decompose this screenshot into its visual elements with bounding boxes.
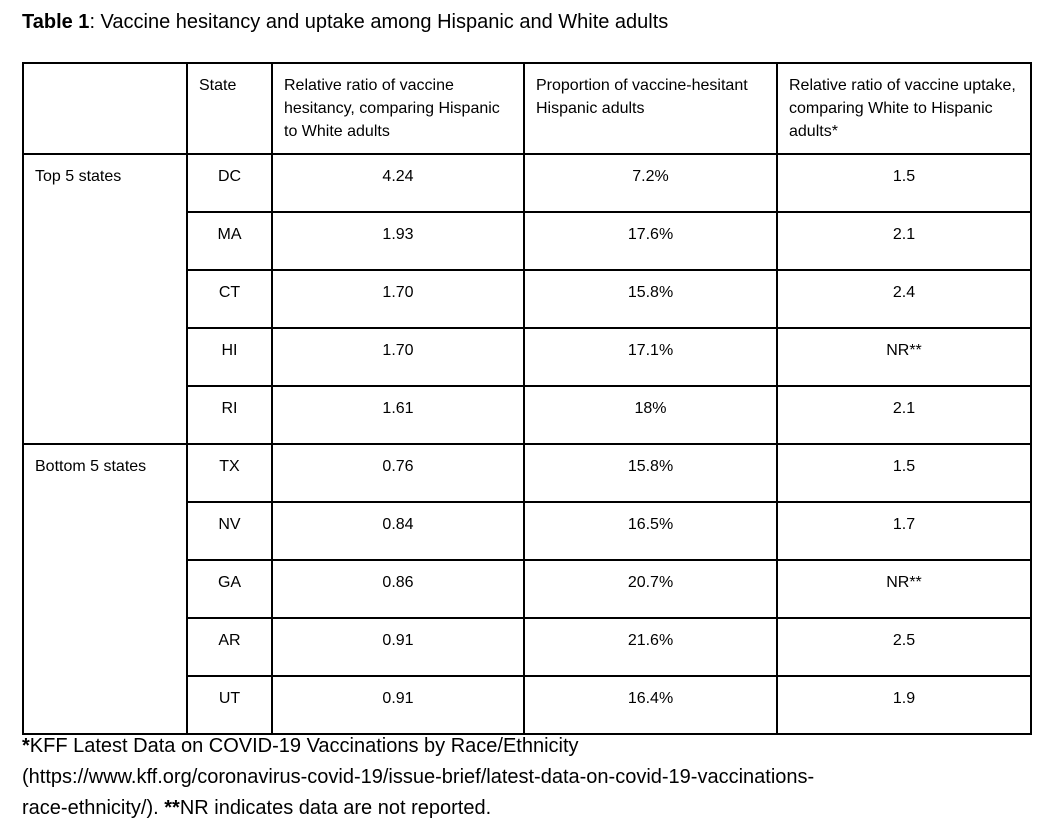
table-row: CT 1.70 15.8% 2.4: [23, 269, 1032, 329]
hesitant-proportion-cell: 20.7%: [523, 559, 778, 619]
footnote-url-end-text: race-ethnicity/).: [22, 797, 165, 819]
footnote-source-text: KFF Latest Data on COVID-19 Vaccinations…: [29, 735, 579, 757]
uptake-ratio-cell: 1.7: [776, 501, 1032, 561]
table-title-text: : Vaccine hesitancy and uptake among His…: [89, 11, 669, 33]
hesitant-proportion-cell: 7.2%: [523, 153, 778, 213]
uptake-ratio-cell: NR**: [776, 327, 1032, 387]
table-row: AR 0.91 21.6% 2.5: [23, 617, 1032, 677]
uptake-ratio-cell: 1.9: [776, 675, 1032, 735]
header-cell-uptake-ratio: Relative ratio of vaccine uptake, compar…: [776, 62, 1032, 155]
state-cell: RI: [186, 385, 273, 445]
state-cell: GA: [186, 559, 273, 619]
table-row: RI 1.61 18% 2.1: [23, 385, 1032, 445]
hesitant-proportion-cell: 16.4%: [523, 675, 778, 735]
hesitant-proportion-cell: 16.5%: [523, 501, 778, 561]
footnote-double-asterisk: **: [164, 797, 180, 819]
hesitant-proportion-cell: 17.1%: [523, 327, 778, 387]
table-title-label: Table 1: [22, 11, 90, 33]
hesitancy-ratio-cell: 0.91: [271, 617, 525, 677]
table-row: HI 1.70 17.1% NR**: [23, 327, 1032, 387]
hesitancy-ratio-cell: 1.70: [271, 327, 525, 387]
state-cell: DC: [186, 153, 273, 213]
footnote-nr-text: NR indicates data are not reported.: [179, 797, 492, 819]
uptake-ratio-cell: 2.1: [776, 211, 1032, 271]
footnote-url-text: (https://www.kff.org/coronavirus-covid-1…: [22, 766, 815, 788]
group-label-cell-bottom5: Bottom 5 states: [22, 443, 188, 735]
uptake-ratio-cell: 2.4: [776, 269, 1032, 329]
header-cell-hesitancy-ratio: Relative ratio of vaccine hesitancy, com…: [271, 62, 525, 155]
group-label-cell-top5: Top 5 states: [22, 153, 188, 445]
table-row: MA 1.93 17.6% 2.1: [23, 211, 1032, 271]
hesitant-proportion-cell: 18%: [523, 385, 778, 445]
hesitancy-ratio-cell: 1.93: [271, 211, 525, 271]
hesitant-proportion-cell: 15.8%: [523, 269, 778, 329]
table-row: GA 0.86 20.7% NR**: [23, 559, 1032, 619]
header-cell-empty: [22, 62, 188, 155]
uptake-ratio-cell: 2.1: [776, 385, 1032, 445]
state-cell: TX: [186, 443, 273, 503]
hesitant-proportion-cell: 15.8%: [523, 443, 778, 503]
hesitancy-ratio-cell: 1.61: [271, 385, 525, 445]
state-cell: AR: [186, 617, 273, 677]
hesitant-proportion-cell: 21.6%: [523, 617, 778, 677]
state-cell: NV: [186, 501, 273, 561]
hesitancy-ratio-cell: 1.70: [271, 269, 525, 329]
hesitancy-ratio-cell: 4.24: [271, 153, 525, 213]
hesitancy-ratio-cell: 0.91: [271, 675, 525, 735]
table-footnote: *KFF Latest Data on COVID-19 Vaccination…: [22, 731, 1034, 824]
hesitancy-ratio-cell: 0.86: [271, 559, 525, 619]
table-row: Top 5 states DC 4.24 7.2% 1.5: [22, 153, 1032, 445]
state-cell: CT: [186, 269, 273, 329]
vaccine-hesitancy-table: State Relative ratio of vaccine hesitanc…: [22, 62, 1032, 735]
table-title: Table 1: Vaccine hesitancy and uptake am…: [22, 9, 668, 35]
state-cell: HI: [186, 327, 273, 387]
hesitancy-ratio-cell: 0.84: [271, 501, 525, 561]
table-row: NV 0.84 16.5% 1.7: [23, 501, 1032, 561]
header-cell-state: State: [186, 62, 273, 155]
header-cell-hesitant-proportion: Proportion of vaccine-hesitant Hispanic …: [523, 62, 778, 155]
uptake-ratio-cell: 2.5: [776, 617, 1032, 677]
hesitancy-ratio-cell: 0.76: [271, 443, 525, 503]
table-row: UT 0.91 16.4% 1.9: [23, 675, 1032, 735]
uptake-ratio-cell: 1.5: [776, 153, 1032, 213]
footnote-asterisk: *: [22, 735, 30, 757]
uptake-ratio-cell: NR**: [776, 559, 1032, 619]
state-cell: UT: [186, 675, 273, 735]
hesitant-proportion-cell: 17.6%: [523, 211, 778, 271]
table-row: Bottom 5 states TX 0.76 15.8% 1.5: [22, 443, 1032, 735]
uptake-ratio-cell: 1.5: [776, 443, 1032, 503]
header-row: State Relative ratio of vaccine hesitanc…: [22, 62, 1032, 155]
state-cell: MA: [186, 211, 273, 271]
